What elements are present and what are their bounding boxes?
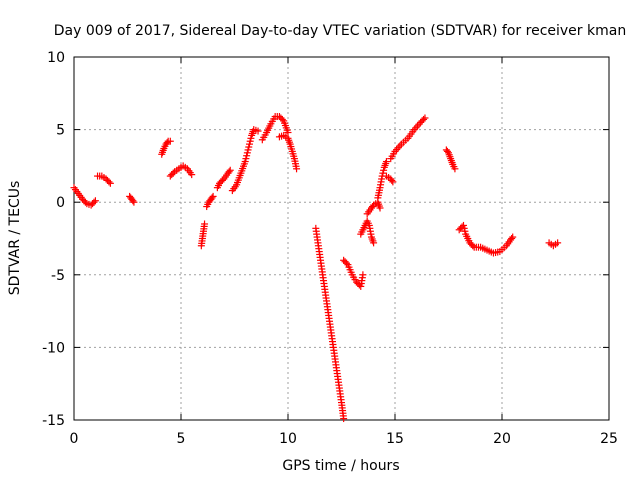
data-point (130, 198, 138, 206)
data-point (81, 198, 89, 206)
x-tick-label: 0 (70, 431, 79, 447)
data-point (342, 259, 350, 267)
data-point (359, 271, 367, 279)
data-point (169, 169, 177, 177)
data-point (412, 124, 420, 132)
data-point (208, 194, 216, 202)
y-tick-label: -15 (42, 413, 65, 429)
data-point (509, 233, 517, 241)
data-point (129, 197, 137, 205)
data-point (469, 242, 477, 250)
data-points (70, 113, 562, 423)
y-tick-label: 10 (47, 50, 65, 66)
y-axis-label: SDTVAR / TECUs (7, 181, 23, 296)
data-point (209, 192, 217, 200)
data-point (420, 115, 428, 123)
y-axis-ticks: -15 -10 -5 0 5 10 (42, 50, 609, 429)
data-point (163, 139, 171, 147)
data-point (413, 122, 421, 130)
data-point (254, 127, 262, 135)
data-point (389, 178, 397, 186)
x-axis-ticks: 0 5 10 15 20 25 (70, 57, 618, 447)
data-point (382, 158, 390, 166)
data-point (90, 198, 98, 206)
y-tick-label: 0 (56, 195, 65, 211)
x-tick-label: 10 (279, 431, 297, 447)
grid-lines (74, 57, 609, 420)
data-point (376, 204, 384, 212)
plot-frame (73, 56, 610, 421)
x-axis-label: GPS time / hours (282, 458, 399, 474)
data-point (293, 165, 301, 173)
data-point (554, 239, 562, 247)
data-point (451, 165, 459, 173)
y-tick-label: 5 (56, 123, 65, 139)
chart-title: Day 009 of 2017, Sidereal Day-to-day VTE… (54, 23, 626, 39)
data-point (394, 144, 402, 152)
data-point (225, 168, 233, 176)
data-point (91, 197, 99, 205)
x-tick-label: 15 (386, 431, 404, 447)
data-point (396, 142, 404, 150)
x-tick-label: 5 (177, 431, 186, 447)
x-tick-label: 25 (600, 431, 618, 447)
data-point (388, 176, 396, 184)
data-point (421, 114, 429, 122)
x-tick-label: 20 (493, 431, 511, 447)
data-point (105, 178, 113, 186)
data-point (201, 220, 209, 228)
data-point (188, 171, 196, 179)
data-point (278, 115, 286, 123)
data-point (508, 235, 516, 242)
data-point (166, 137, 174, 145)
y-tick-label: -10 (42, 340, 65, 356)
data-point (106, 179, 114, 187)
data-point (226, 166, 234, 174)
data-point (370, 239, 378, 247)
y-tick-label: -5 (51, 268, 65, 284)
data-point (340, 415, 348, 423)
